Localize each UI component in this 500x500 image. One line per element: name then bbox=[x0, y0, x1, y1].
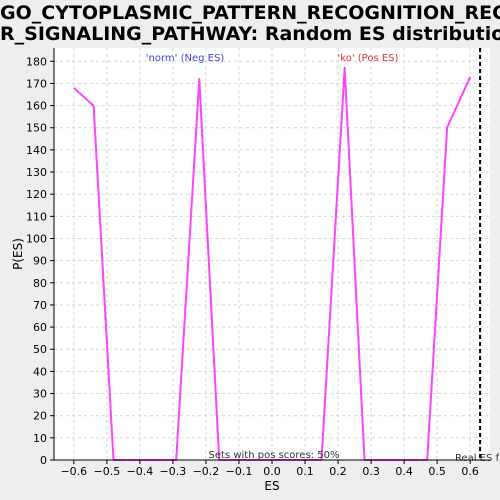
neg-es-label: 'norm' (Neg ES) bbox=[146, 53, 225, 64]
y-tick-label: 120 bbox=[26, 188, 47, 201]
y-tick-label: 40 bbox=[33, 365, 47, 378]
y-tick-label: 70 bbox=[33, 299, 47, 312]
tick-labels: 0 10 20 30 40 50 60 70 80 90 100 110 120 130 140 150 160… bbox=[26, 55, 479, 478]
x-tick-label: −0.4 bbox=[127, 465, 154, 478]
y-tick-label: 140 bbox=[26, 144, 47, 157]
y-tick-label: 130 bbox=[26, 166, 47, 179]
y-tick-label: 90 bbox=[33, 255, 47, 268]
x-tick-label: 0.3 bbox=[362, 465, 380, 478]
x-tick-label: −0.5 bbox=[93, 465, 120, 478]
pos-scores-note: Sets with pos scores: 50% bbox=[209, 450, 340, 461]
y-tick-label: 110 bbox=[26, 210, 47, 223]
y-axis-label: P(ES) bbox=[11, 238, 25, 270]
pos-es-label: 'ko' (Pos ES) bbox=[338, 53, 399, 64]
y-tick-label: 60 bbox=[33, 321, 47, 334]
y-tick-label: 170 bbox=[26, 77, 47, 90]
x-tick-label: 0.1 bbox=[296, 465, 314, 478]
axes bbox=[50, 48, 490, 464]
y-tick-label: 160 bbox=[26, 100, 47, 113]
x-tick-label: −0.2 bbox=[193, 465, 220, 478]
x-axis-label: ES bbox=[264, 479, 279, 493]
y-tick-label: 30 bbox=[33, 388, 47, 401]
real-es-note: Real ES f bbox=[455, 453, 500, 464]
y-tick-label: 0 bbox=[40, 454, 47, 467]
y-tick-label: 20 bbox=[33, 410, 47, 423]
y-tick-label: 100 bbox=[26, 232, 47, 245]
y-tick-label: 180 bbox=[26, 55, 47, 68]
x-tick-label: −0.3 bbox=[160, 465, 187, 478]
x-tick-label: 0.2 bbox=[329, 465, 347, 478]
x-tick-label: 0.6 bbox=[461, 465, 479, 478]
y-tick-label: 80 bbox=[33, 277, 47, 290]
y-tick-label: 10 bbox=[33, 432, 47, 445]
chart-title-line-2: R_SIGNALING_PATHWAY: Random ES distribut… bbox=[0, 23, 500, 45]
x-tick-label: 0.0 bbox=[263, 465, 281, 478]
x-tick-label: 0.5 bbox=[428, 465, 446, 478]
x-tick-label: −0.6 bbox=[60, 465, 87, 478]
grid bbox=[54, 48, 490, 461]
x-tick-label: −0.1 bbox=[226, 465, 253, 478]
y-tick-label: 50 bbox=[33, 343, 47, 356]
x-tick-label: 0.4 bbox=[395, 465, 413, 478]
y-tick-label: 150 bbox=[26, 122, 47, 135]
chart-title-line-1: GO_CYTOPLASMIC_PATTERN_RECOGNITION_RECEP… bbox=[0, 2, 500, 24]
